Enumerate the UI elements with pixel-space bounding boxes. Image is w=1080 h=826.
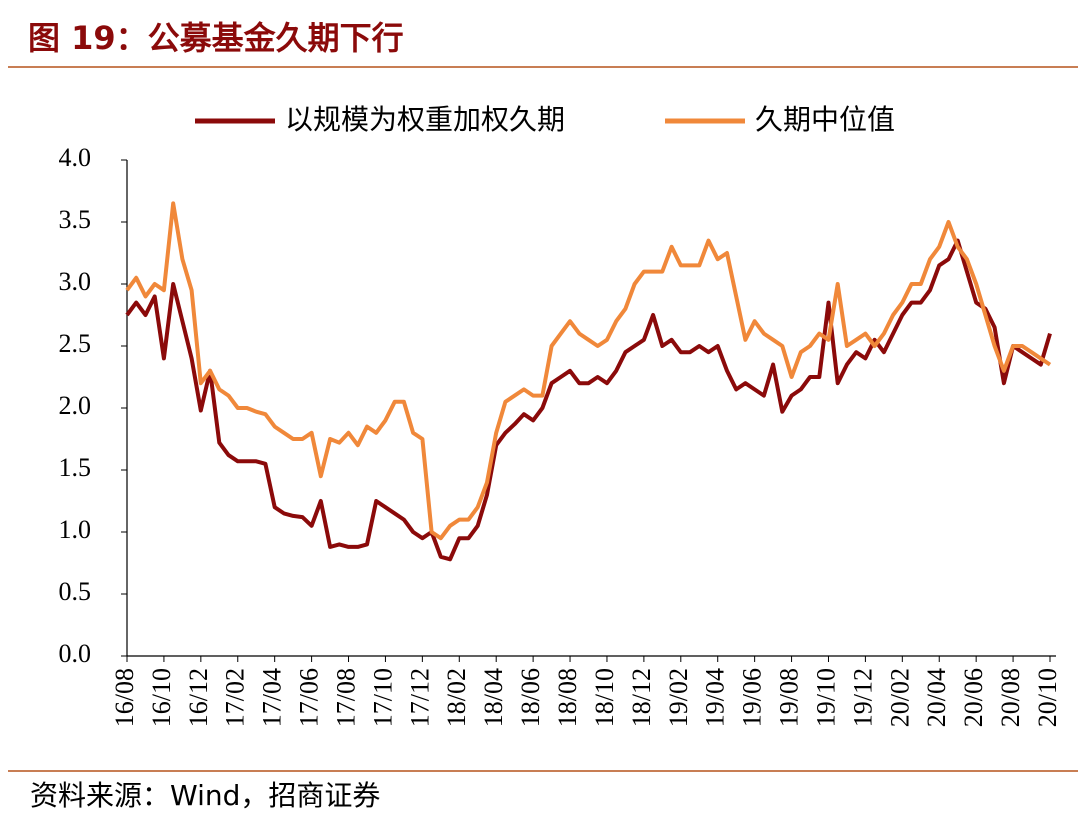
y-tick-label: 3.0	[59, 267, 92, 296]
x-tick-label: 18/10	[590, 668, 619, 727]
x-tick-label: 20/02	[885, 668, 914, 727]
x-tick-label: 18/04	[479, 668, 508, 727]
x-tick-label: 16/08	[110, 668, 139, 727]
x-tick-label: 17/08	[331, 668, 360, 727]
x-tick-label: 17/02	[221, 668, 250, 727]
x-tick-label: 19/02	[664, 668, 693, 727]
legend-label: 以规模为权重加权久期	[285, 103, 565, 136]
x-tick-label: 16/12	[184, 668, 213, 727]
y-tick-label: 1.0	[59, 515, 92, 544]
x-tick-label: 18/02	[442, 668, 471, 727]
x-tick-label: 20/10	[1033, 668, 1062, 727]
y-tick-label: 3.5	[59, 205, 92, 234]
x-tick-label: 20/08	[996, 668, 1025, 727]
legend-label: 久期中位值	[755, 103, 895, 136]
x-tick-label: 17/10	[368, 668, 397, 727]
y-tick-label: 2.0	[59, 391, 92, 420]
y-tick-label: 2.5	[59, 329, 92, 358]
x-tick-label: 19/10	[811, 668, 840, 727]
chart-title: 图 19：公募基金久期下行	[28, 19, 404, 57]
x-tick-label: 17/04	[258, 668, 287, 727]
x-tick-label: 18/12	[627, 668, 656, 727]
x-tick-label: 20/06	[959, 668, 988, 727]
x-tick-label: 19/04	[701, 668, 730, 727]
x-tick-label: 20/04	[922, 668, 951, 727]
x-tick-label: 19/06	[738, 668, 767, 727]
y-tick-label: 1.5	[59, 453, 92, 482]
y-tick-label: 0.0	[59, 639, 92, 668]
x-tick-label: 17/12	[405, 668, 434, 727]
x-tick-label: 17/06	[295, 668, 324, 727]
x-tick-label: 19/08	[775, 668, 804, 727]
y-tick-label: 4.0	[59, 143, 92, 172]
series-line	[125, 201, 1052, 541]
source: 资料来源：Wind，招商证券	[30, 779, 380, 812]
series-line	[125, 238, 1052, 562]
x-tick-label: 16/10	[147, 668, 176, 727]
x-tick-label: 18/08	[553, 668, 582, 727]
x-tick-label: 18/06	[516, 668, 545, 727]
y-tick-label: 0.5	[59, 577, 92, 606]
x-tick-label: 19/12	[848, 668, 877, 727]
